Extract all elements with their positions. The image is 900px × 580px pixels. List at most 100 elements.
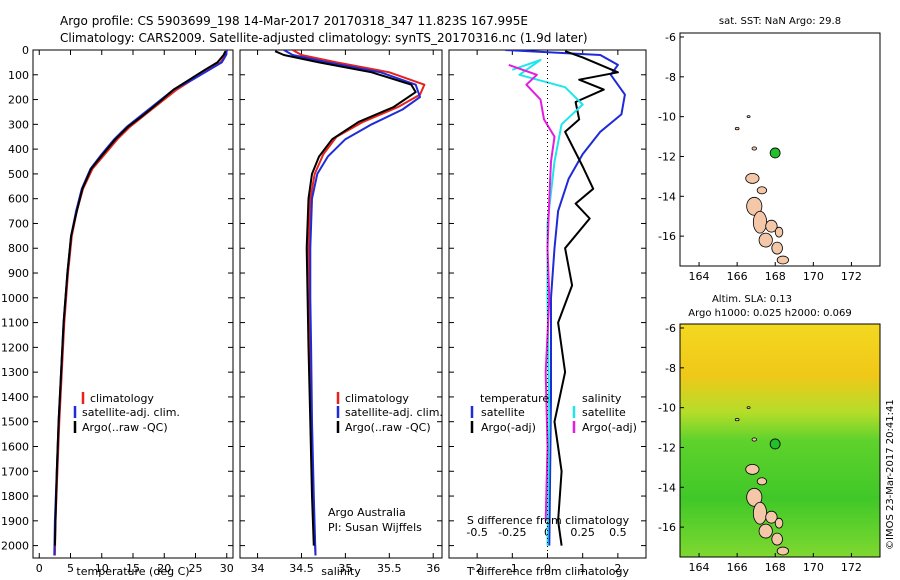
map-y-tick-label: -8 xyxy=(665,362,676,375)
x-tick-label: 36 xyxy=(426,562,440,575)
map-x-tick-label: 168 xyxy=(765,561,786,574)
legend-label-argo: Argo(..raw -QC) xyxy=(345,421,431,434)
x-tick-label: -1 xyxy=(507,562,518,575)
y-tick-label: 1200 xyxy=(1,341,29,354)
sst-map xyxy=(734,115,789,265)
sla-map-border xyxy=(679,323,881,558)
island xyxy=(745,463,760,475)
x-tick-label: 0 xyxy=(544,562,551,575)
map-x-tick-label: 170 xyxy=(803,270,824,283)
x-tick-label: 20 xyxy=(157,562,171,575)
x-tick-label: 10 xyxy=(95,562,109,575)
map-y-tick-label: -6 xyxy=(665,31,676,44)
y-tick-label: 0 xyxy=(22,44,29,57)
y-tick-label: 1400 xyxy=(1,391,29,404)
series-line-t-argo-adj- xyxy=(553,50,619,546)
y-tick-label: 400 xyxy=(8,143,29,156)
series-line-satellite-adj-clim- xyxy=(53,50,228,556)
island xyxy=(746,487,763,507)
y-tick-label: 1800 xyxy=(1,490,29,503)
y-tick-label: 1000 xyxy=(1,292,29,305)
map-y-tick-label: -14 xyxy=(658,190,676,203)
island xyxy=(765,219,778,233)
x-tick-label: 25 xyxy=(189,562,203,575)
sla-map xyxy=(734,406,789,556)
island xyxy=(752,501,768,525)
island xyxy=(745,172,760,184)
temperature-legend: climatology satellite-adj. clim. Argo(..… xyxy=(73,392,180,434)
island xyxy=(758,523,773,539)
y-tick-label: 200 xyxy=(8,94,29,107)
s-tick-label: 0.25 xyxy=(570,526,595,539)
y-tick-label: 1300 xyxy=(1,366,29,379)
legend-label-satellite: satellite-adj. clim. xyxy=(345,406,443,419)
island xyxy=(758,232,773,248)
island xyxy=(746,406,751,410)
island xyxy=(765,510,778,524)
map-x-tick-label: 164 xyxy=(689,561,710,574)
island xyxy=(751,146,757,151)
legend-label-satellite: satellite-adj. clim. xyxy=(82,406,180,419)
legend-label-s-satellite: satellite xyxy=(582,406,626,419)
x-tick-label: 35 xyxy=(338,562,352,575)
map-y-tick-label: -12 xyxy=(658,150,676,163)
y-tick-label: 700 xyxy=(8,217,29,230)
temperature-plot-frame xyxy=(32,49,234,559)
annotation-agency: Argo Australia xyxy=(328,506,406,519)
temperature-chart: 0 5 10 15 20 25 300100200300400500600700800900… xyxy=(1,44,234,575)
island xyxy=(756,186,768,195)
annotation-pi: PI: Susan Wijffels xyxy=(328,521,422,534)
x-tick-label: 30 xyxy=(220,562,234,575)
sla-map-subtitle: Argo h1000: 0.025 h2000: 0.069 xyxy=(688,308,852,319)
y-tick-label: 2000 xyxy=(1,540,29,553)
x-tick-label: 5 xyxy=(67,562,74,575)
argo-float-marker xyxy=(769,147,781,159)
temperature-x-label: temperature (deg C) xyxy=(76,565,189,578)
x-tick-label: 0 xyxy=(36,562,43,575)
series-line-t-satellite xyxy=(505,50,626,546)
salinity-plot-frame xyxy=(239,49,443,559)
map-x-tick-label: 166 xyxy=(727,270,748,283)
s-tick-label: -0.25 xyxy=(498,526,526,539)
series-line-climatology xyxy=(53,50,228,556)
map-y-tick-label: -16 xyxy=(658,521,676,534)
legend-title-salinity: salinity xyxy=(582,392,622,405)
map-x-tick-label: 166 xyxy=(727,561,748,574)
y-tick-label: 800 xyxy=(8,242,29,255)
x-tick-label: 15 xyxy=(126,562,140,575)
island xyxy=(752,210,768,234)
island xyxy=(771,532,783,546)
sst-map-title: sat. SST: NaN Argo: 29.8 xyxy=(719,16,841,27)
y-tick-label: 1100 xyxy=(1,317,29,330)
salinity-legend: climatology satellite-adj. clim. Argo(..… xyxy=(328,392,443,534)
map-x-tick-label: 168 xyxy=(765,270,786,283)
map-y-tick-label: -10 xyxy=(658,402,676,415)
argo-float-marker xyxy=(769,438,781,450)
island xyxy=(734,417,740,422)
legend-label-t-satellite: satellite xyxy=(481,406,525,419)
difference-x-label: T difference from climatology xyxy=(466,565,629,578)
island xyxy=(746,115,751,119)
legend-label-s-argo: Argo(-adj) xyxy=(582,421,637,434)
island xyxy=(751,437,757,442)
map-y-tick-label: -16 xyxy=(658,230,676,243)
island xyxy=(734,126,740,131)
island xyxy=(776,546,789,556)
map-x-tick-label: 172 xyxy=(841,561,862,574)
difference-legend: temperature satellite Argo(-adj) salinit… xyxy=(470,392,637,434)
salinity-x-label: salinity xyxy=(321,565,361,578)
island xyxy=(774,226,784,238)
series-line-satellite-adj-clim- xyxy=(283,50,421,556)
island xyxy=(746,196,763,216)
map-y-tick-label: -6 xyxy=(665,322,676,335)
legend-title-temperature: temperature xyxy=(480,392,549,405)
x-tick-label: -2 xyxy=(472,562,483,575)
s-tick-label: 0.5 xyxy=(609,526,627,539)
s-tick-label: -0.5 xyxy=(466,526,487,539)
y-tick-label: 1500 xyxy=(1,416,29,429)
map-x-tick-label: 172 xyxy=(841,270,862,283)
difference-x-label-top: S difference from climatology xyxy=(467,514,630,527)
x-tick-label: 34 xyxy=(251,562,265,575)
